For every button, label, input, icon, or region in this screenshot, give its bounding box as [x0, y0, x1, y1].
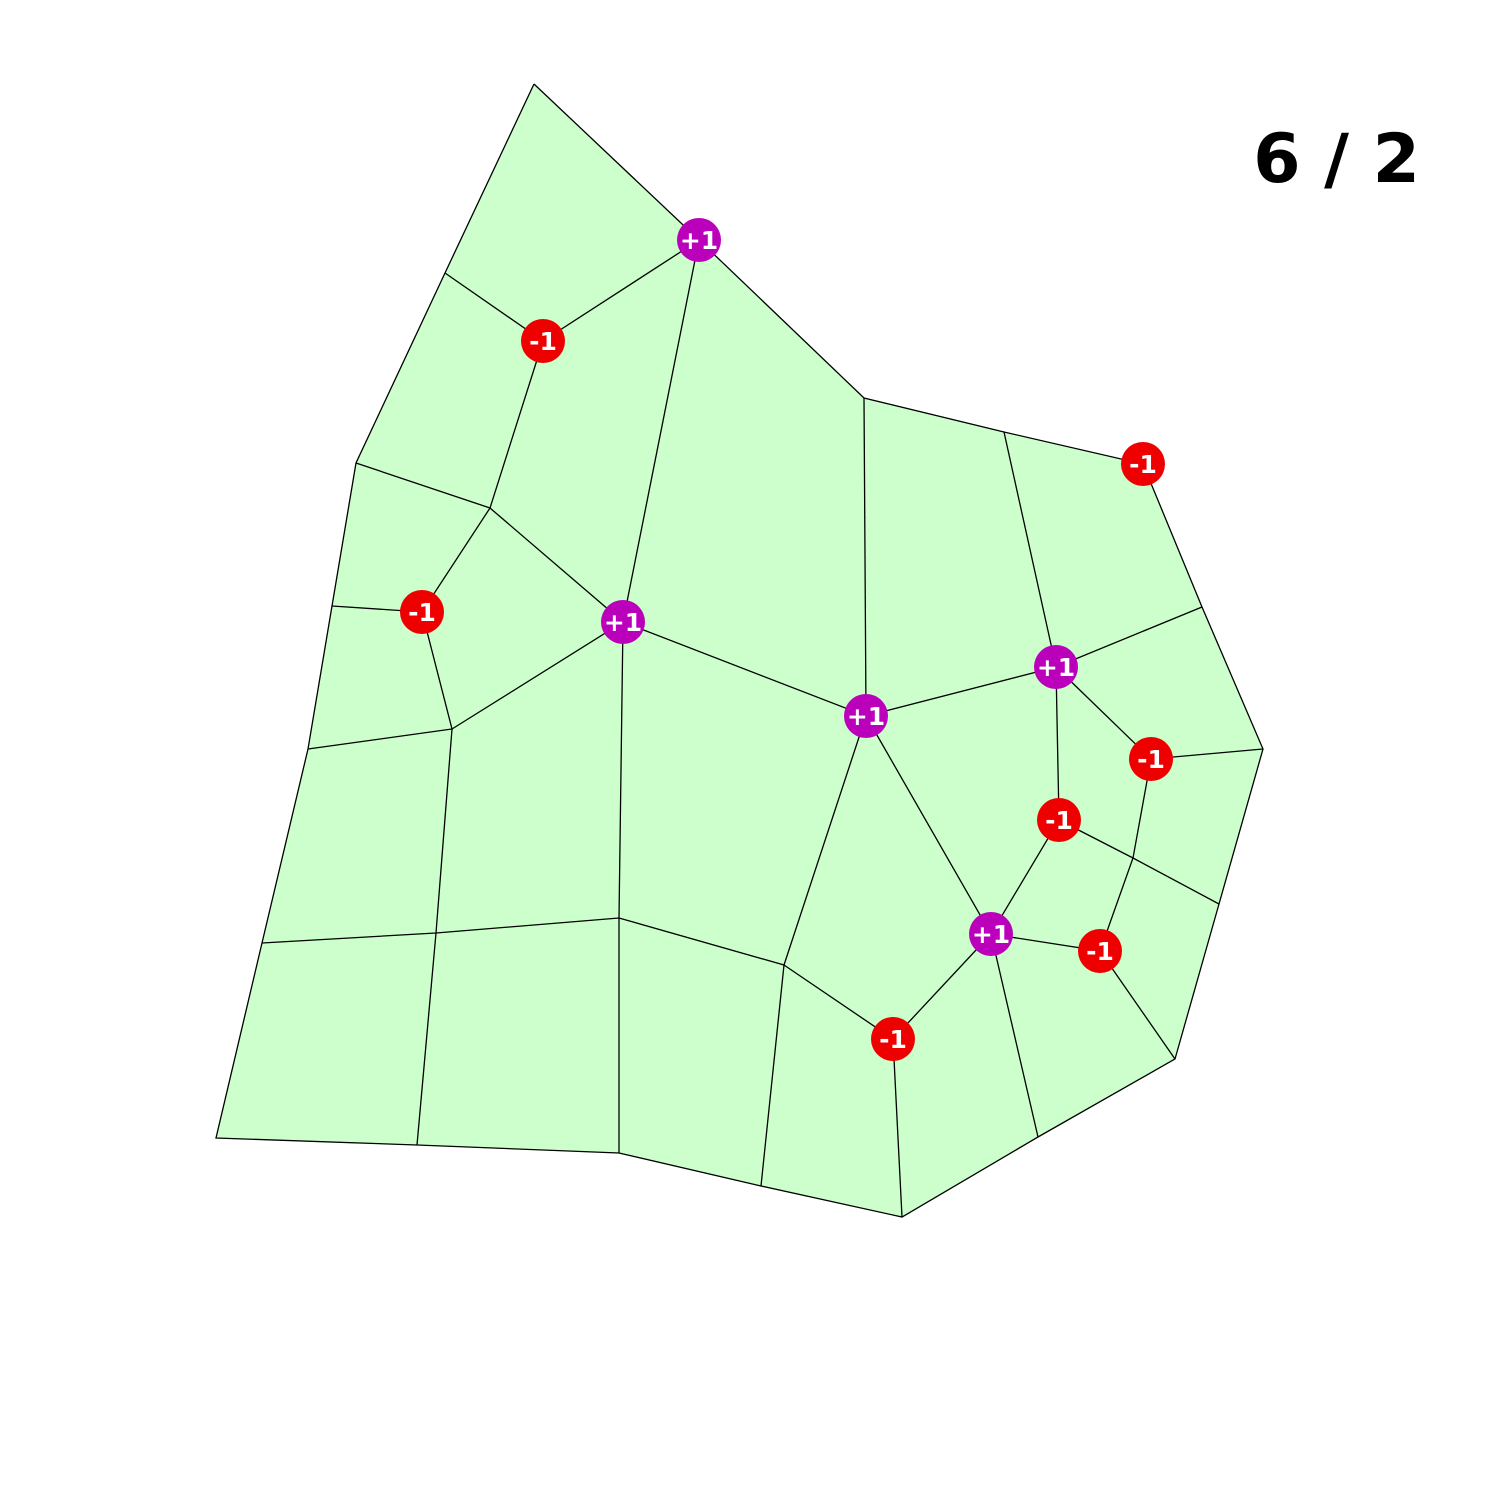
singularity-marker-positive: +1 [969, 912, 1013, 956]
singularity-index-label: -1 [1129, 450, 1157, 479]
singularity-marker-negative: -1 [1129, 737, 1173, 781]
mesh-edge-18 [1099, 758, 1152, 952]
singularity-dot [521, 319, 565, 363]
singularity-index-label: +1 [680, 226, 718, 255]
mesh-domain [216, 84, 1263, 1217]
singularity-dot [969, 912, 1013, 956]
singularity-dot [1078, 929, 1122, 973]
singularity-dot [1037, 798, 1081, 842]
singularity-markers: +1 -1 -1 -1 +1 +1 +1 -1 -1 +1 -1 -1 [400, 218, 1173, 1061]
singularity-dot [601, 600, 645, 644]
singularity-dot [1129, 737, 1173, 781]
mesh-edge-9 [451, 621, 624, 730]
singularity-dot [1034, 645, 1078, 689]
singularity-dot [677, 218, 721, 262]
singularity-index-label: +1 [847, 702, 885, 731]
singularity-index-label: -1 [879, 1025, 907, 1054]
singularity-dot [844, 694, 888, 738]
singularity-marker-negative: -1 [400, 590, 444, 634]
mesh-faces [216, 84, 1263, 1217]
mesh-edge-11 [261, 917, 785, 1187]
mesh-edge-15 [990, 666, 1060, 1138]
singularity-index-label: -1 [1137, 745, 1165, 774]
singularity-dot [400, 590, 444, 634]
singularity-dot [1121, 442, 1165, 486]
singularity-marker-negative: -1 [521, 319, 565, 363]
singularity-count-label: 6 / 2 [1253, 120, 1420, 199]
mesh-edge-6 [1003, 431, 1264, 760]
singularity-index-label: -1 [1086, 937, 1114, 966]
singularity-index-label: -1 [1045, 806, 1073, 835]
singularity-marker-negative: -1 [1078, 929, 1122, 973]
singularity-index-label: -1 [408, 598, 436, 627]
singularity-index-label: +1 [972, 920, 1010, 949]
singularity-index-label: +1 [1037, 653, 1075, 682]
singularity-index-label: -1 [529, 327, 557, 356]
singularity-marker-negative: -1 [871, 1017, 915, 1061]
mesh-edge-4 [618, 239, 700, 1153]
singularity-marker-negative: -1 [1037, 798, 1081, 842]
singularity-marker-negative: -1 [1121, 442, 1165, 486]
singularity-marker-positive: +1 [844, 694, 888, 738]
mesh-edge-3 [489, 340, 1203, 717]
mesh-edge-5 [863, 397, 867, 717]
singularity-marker-positive: +1 [1034, 645, 1078, 689]
singularity-marker-positive: +1 [677, 218, 721, 262]
singularity-marker-positive: +1 [601, 600, 645, 644]
mesh-edge-7 [331, 462, 492, 613]
singularity-dot [871, 1017, 915, 1061]
mesh-edge-12 [783, 715, 867, 966]
singularity-index-label: +1 [604, 608, 642, 637]
